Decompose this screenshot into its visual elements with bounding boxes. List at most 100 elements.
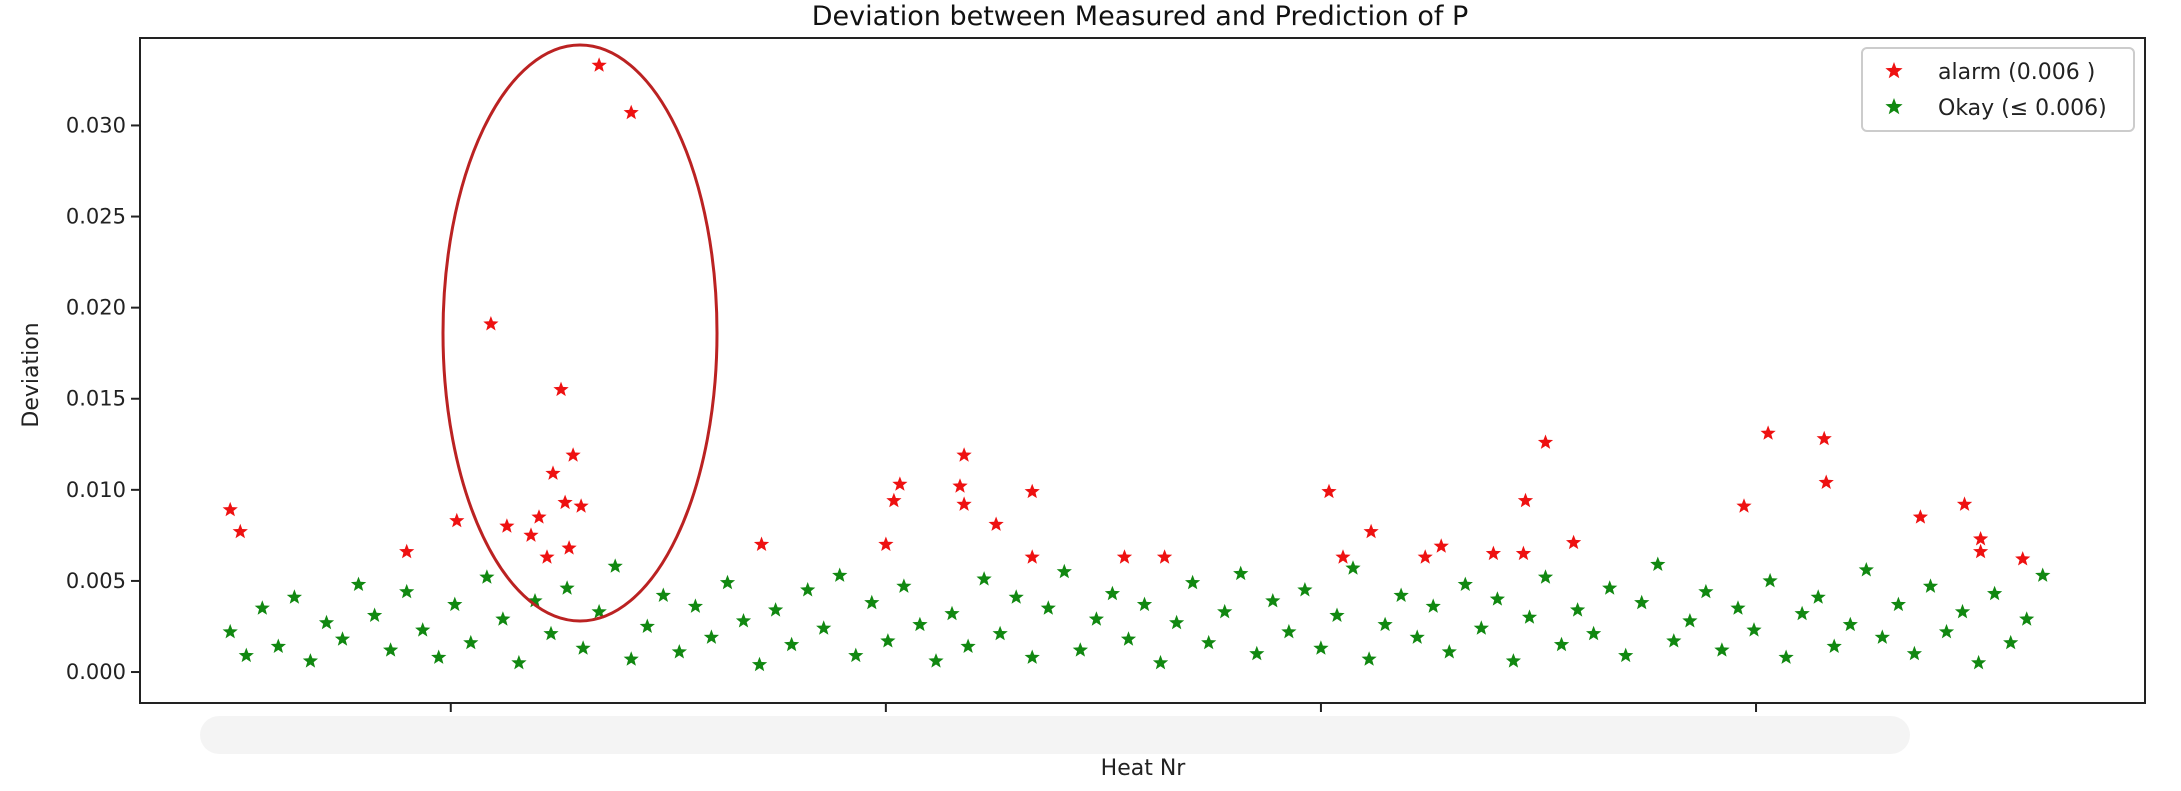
- y-tick-label: 0.010: [66, 478, 126, 502]
- okay-point: [350, 576, 367, 591]
- okay-point: [1714, 642, 1730, 657]
- alarm-point: [1760, 425, 1776, 440]
- okay-point: [1152, 654, 1169, 670]
- legend-label-okay: Okay (≤ 0.006): [1938, 96, 2107, 121]
- x-axis: [449, 703, 1758, 712]
- alarm-point: [232, 523, 248, 539]
- alarm-point: [561, 540, 577, 555]
- okay-point: [575, 640, 591, 655]
- okay-point: [2019, 611, 2035, 626]
- okay-point: [1762, 572, 1778, 588]
- okay-point: [719, 574, 736, 590]
- legend-item-okay: Okay (≤ 0.006): [1885, 96, 2107, 121]
- y-tick-label: 0.005: [66, 569, 126, 593]
- alarm-point: [1156, 549, 1173, 564]
- alarm-point: [449, 512, 465, 528]
- okay-point: [543, 625, 559, 641]
- okay-point: [1233, 565, 1249, 581]
- okay-point: [992, 625, 1008, 641]
- okay-point: [1425, 598, 1441, 613]
- okay-point: [1826, 638, 1842, 653]
- alarm-point: [1116, 549, 1133, 564]
- okay-point: [848, 647, 864, 663]
- okay-point: [1618, 647, 1634, 663]
- okay-point: [655, 587, 671, 602]
- okay-point: [1778, 649, 1794, 664]
- alarm-point: [886, 492, 902, 508]
- okay-point: [1072, 642, 1088, 657]
- okay-point: [912, 616, 928, 632]
- okay-point: [784, 636, 800, 652]
- alarm-point: [753, 536, 770, 551]
- okay-point: [1345, 560, 1361, 575]
- alarm-point: [1566, 534, 1582, 550]
- x-axis-tick-band: [200, 716, 1910, 754]
- okay-point: [751, 656, 768, 672]
- okay-point: [1650, 556, 1666, 571]
- okay-point: [1570, 602, 1586, 617]
- y-tick-label: 0.025: [66, 205, 126, 229]
- okay-point: [1938, 623, 1955, 639]
- okay-point: [1874, 629, 1890, 644]
- okay-point: [1842, 616, 1858, 632]
- alarm-point: [988, 516, 1004, 531]
- alarm-point: [1912, 509, 1928, 524]
- okay-point: [1906, 645, 1922, 661]
- okay-point: [896, 578, 912, 593]
- okay-point: [1746, 622, 1762, 637]
- okay-point: [928, 653, 944, 668]
- okay-point: [334, 631, 351, 646]
- alarm-point: [399, 543, 415, 559]
- okay-point: [639, 618, 655, 633]
- alarm-point: [1515, 545, 1532, 561]
- alarm-point: [2015, 551, 2031, 566]
- alarm-point: [1321, 483, 1337, 499]
- okay-series: [222, 556, 2051, 672]
- okay-point: [367, 607, 383, 622]
- okay-point: [1313, 640, 1329, 655]
- okay-point: [254, 600, 270, 615]
- legend-item-alarm: alarm (0.006 ): [1885, 60, 2095, 85]
- okay-point: [671, 644, 687, 659]
- okay-point: [431, 649, 447, 664]
- okay-point: [222, 623, 238, 639]
- okay-point: [286, 589, 302, 604]
- y-tick-label: 0.015: [66, 387, 126, 411]
- okay-point: [1040, 600, 1056, 615]
- okay-point: [1698, 583, 1714, 599]
- alarm-point: [956, 496, 972, 511]
- alarm-point: [557, 494, 573, 510]
- okay-point: [1136, 596, 1153, 612]
- alarm-point: [952, 478, 968, 493]
- legend: alarm (0.006 ) Okay (≤ 0.006): [1861, 47, 2135, 132]
- okay-point: [1409, 629, 1425, 644]
- okay-point: [1586, 625, 1602, 641]
- alarm-point: [1956, 496, 1973, 511]
- y-tick-label: 0.000: [66, 660, 126, 684]
- okay-point: [1361, 651, 1377, 666]
- okay-point: [415, 622, 431, 637]
- alarm-point: [1433, 538, 1449, 553]
- okay-point: [607, 558, 623, 573]
- okay-point: [1201, 634, 1217, 650]
- okay-point: [238, 647, 254, 663]
- okay-point: [1281, 623, 1297, 639]
- alarm-point: [1417, 549, 1433, 564]
- legend-label-alarm: alarm (0.006 ): [1938, 60, 2095, 85]
- okay-point: [1217, 603, 1233, 619]
- okay-point: [1730, 600, 1746, 615]
- okay-point: [1489, 591, 1505, 606]
- alarm-point: [553, 381, 569, 397]
- okay-point: [832, 567, 848, 582]
- okay-point: [1553, 636, 1570, 652]
- okay-point: [1682, 613, 1698, 628]
- okay-point: [1441, 644, 1457, 659]
- okay-point: [687, 598, 703, 613]
- okay-point: [591, 603, 607, 619]
- okay-point: [1457, 576, 1473, 591]
- alarm-point: [1517, 492, 1534, 508]
- legend-box: [1861, 47, 2135, 132]
- alarm-point: [483, 316, 499, 331]
- okay-point: [1858, 562, 1874, 577]
- y-tick-label: 0.030: [66, 113, 126, 137]
